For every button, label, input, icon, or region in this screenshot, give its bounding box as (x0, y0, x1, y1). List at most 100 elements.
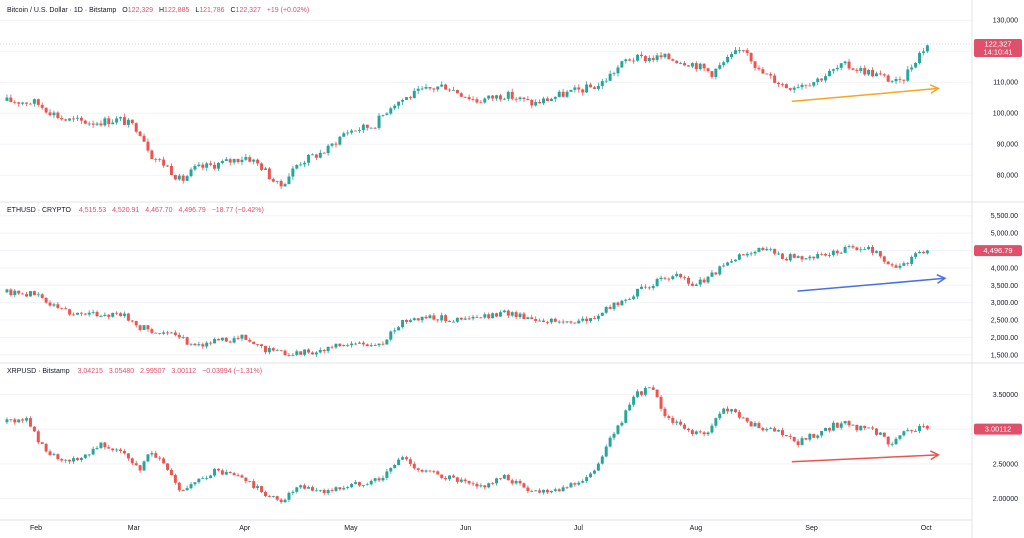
eth-candle-body (921, 251, 925, 254)
xrp-candle-body (902, 431, 906, 436)
eth-candle-body (275, 350, 279, 352)
eth-candle-body (365, 344, 369, 347)
xrp-candle-body (197, 478, 201, 483)
xrp-y-tick-label: 2.00000 (993, 496, 1018, 503)
btc-candle-body (804, 84, 808, 86)
eth-candle-body (749, 253, 753, 255)
xrp-candle-body (694, 431, 698, 435)
btc-candle-body (561, 91, 565, 97)
eth-candle-body (40, 294, 44, 298)
btc-candle-body (173, 175, 177, 180)
eth-candle-body (745, 253, 749, 256)
xrp-close: 3.00112 (171, 368, 196, 375)
btc-candle-body (549, 98, 553, 101)
xrp-candle-body (710, 425, 714, 433)
xrp-candle-body (859, 425, 863, 431)
xrp-candle-body (91, 448, 95, 455)
eth-candle-body (816, 253, 820, 259)
btc-candle-body (643, 56, 647, 62)
xrp-candle-body (471, 483, 475, 485)
eth-candle-body (914, 253, 918, 257)
btc-candle-body (902, 79, 906, 81)
xrp-candle-body (874, 428, 878, 435)
eth-candle-body (690, 283, 694, 286)
btc-candle-body (471, 99, 475, 100)
btc-candle-body (287, 176, 291, 185)
eth-candle-body (479, 317, 483, 319)
eth-candle-body (495, 313, 499, 317)
eth-candle-body (244, 334, 248, 340)
eth-candle-body (733, 259, 737, 262)
xrp-candle-body (483, 485, 487, 488)
btc-trend-arrow (791, 87, 939, 103)
btc-candle-body (820, 78, 824, 81)
btc-last-price: 122,327 (984, 39, 1011, 48)
eth-candle-body (671, 276, 675, 280)
eth-candle-body (616, 302, 620, 306)
eth-candles (5, 244, 929, 357)
xrp-candle-body (95, 447, 99, 449)
btc-candle-body (714, 68, 718, 77)
btc-candle-body (522, 97, 526, 99)
eth-candle-body (581, 318, 585, 321)
btc-candle-body (624, 59, 628, 62)
eth-candle-body (604, 306, 608, 313)
eth-candle-body (142, 325, 146, 330)
btc-candle-body (68, 118, 72, 121)
xrp-candle-body (722, 408, 726, 414)
btc-candle-body (79, 117, 83, 121)
btc-candle-body (401, 99, 405, 102)
btc-candle-body (495, 95, 499, 99)
btc-candle-body (585, 84, 589, 93)
xrp-candle-body (726, 408, 730, 412)
eth-candle-body (260, 344, 264, 346)
btc-candle-body (647, 57, 651, 62)
eth-candle-body (444, 315, 448, 322)
xrp-candle-body (741, 417, 745, 419)
xrp-candle-body (146, 454, 150, 462)
eth-candle-body (467, 318, 471, 320)
eth-grid (0, 215, 972, 356)
eth-candle-body (252, 341, 256, 345)
xrp-candle-body (663, 408, 667, 417)
xrp-candle-body (761, 428, 765, 431)
btc-candle-body (381, 114, 385, 116)
eth-candle-body (436, 319, 440, 321)
xrp-candle-body (56, 454, 60, 460)
btc-candle-body (788, 88, 792, 90)
xrp-candle-body (871, 427, 875, 429)
panel-eth[interactable]: ETHUSD · CRYPTO 4,515.53 4,520.91 4,467.… (0, 207, 972, 357)
btc-candle-body (925, 45, 929, 52)
xrp-candle-body (487, 483, 491, 488)
eth-candle-body (859, 249, 863, 251)
xrp-candle-body (17, 419, 21, 423)
xrp-candle-body (350, 483, 354, 488)
eth-candle-body (181, 337, 185, 338)
xrp-candle-body (714, 418, 718, 426)
btc-candle-body (52, 112, 56, 116)
xrp-candle-body (867, 427, 871, 429)
eth-candle-body (683, 277, 687, 279)
btc-candle-body (40, 104, 44, 108)
xrp-candle-body (632, 396, 636, 405)
btc-candle-body (310, 154, 314, 156)
xrp-candle-body (134, 463, 138, 466)
btc-candles (5, 44, 929, 190)
btc-candle-body (424, 87, 428, 89)
panel-btc[interactable]: Bitcoin / U.S. Dollar · 1D · Bitstamp O1… (0, 7, 972, 190)
btc-y-tick-label: 90,000 (997, 142, 1019, 149)
xrp-candle-body (757, 423, 761, 429)
xrp-candle-body (244, 477, 248, 482)
btc-candle-body (318, 152, 322, 158)
xrp-candle-body (158, 457, 162, 459)
xrp-candle-body (279, 499, 283, 503)
panel-xrp[interactable]: XRPUSD · Bitstamp 3.04215 3.05480 2.9950… (0, 368, 972, 504)
xrp-candle-body (381, 477, 385, 481)
btc-candle-body (694, 63, 698, 70)
btc-candle-body (25, 102, 29, 104)
btc-candle-body (322, 152, 326, 154)
xrp-candle-body (99, 442, 103, 448)
xrp-candle-body (209, 475, 213, 478)
xrp-candle-body (291, 491, 295, 493)
xrp-candle-body (479, 485, 483, 487)
